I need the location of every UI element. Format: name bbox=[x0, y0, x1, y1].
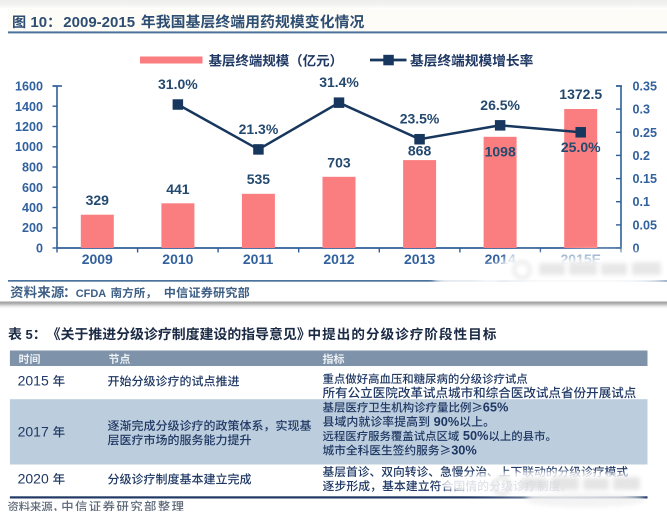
svg-text:2009-2015: 2009-2015 bbox=[63, 14, 135, 31]
svg-text:0.2: 0.2 bbox=[633, 149, 651, 163]
svg-text:329: 329 bbox=[86, 192, 110, 208]
svg-text:2017: 2017 bbox=[18, 424, 49, 440]
svg-text:50%: 50% bbox=[463, 428, 489, 443]
svg-text:200: 200 bbox=[22, 221, 43, 235]
svg-text:1000: 1000 bbox=[15, 140, 43, 154]
svg-text:1600: 1600 bbox=[15, 80, 43, 94]
svg-text:535: 535 bbox=[247, 171, 271, 187]
svg-text:2013: 2013 bbox=[404, 251, 435, 267]
svg-text:0.1: 0.1 bbox=[633, 195, 651, 209]
svg-text:23.5%: 23.5% bbox=[400, 111, 440, 127]
svg-text:600: 600 bbox=[22, 181, 43, 195]
svg-text:0.3: 0.3 bbox=[633, 103, 651, 117]
svg-text:26.5%: 26.5% bbox=[480, 97, 520, 113]
svg-text:2015: 2015 bbox=[18, 373, 49, 389]
svg-text:703: 703 bbox=[327, 154, 351, 170]
svg-text:0: 0 bbox=[36, 242, 43, 256]
svg-text:5: 5 bbox=[26, 327, 33, 342]
svg-text:1098: 1098 bbox=[485, 144, 516, 160]
svg-text:0.05: 0.05 bbox=[633, 218, 658, 232]
svg-text:30%: 30% bbox=[451, 443, 477, 458]
svg-text:31.4%: 31.4% bbox=[319, 74, 359, 90]
svg-text:2010: 2010 bbox=[162, 251, 193, 267]
svg-text:0.25: 0.25 bbox=[633, 126, 658, 140]
svg-text:800: 800 bbox=[22, 161, 43, 175]
svg-text:0.35: 0.35 bbox=[633, 80, 658, 94]
svg-text:1372.5: 1372.5 bbox=[559, 86, 602, 102]
svg-text:2009: 2009 bbox=[82, 251, 113, 267]
svg-text:90%: 90% bbox=[434, 414, 460, 429]
svg-text:0: 0 bbox=[633, 242, 640, 256]
svg-text:CFDA: CFDA bbox=[76, 288, 107, 300]
svg-text:10: 10 bbox=[30, 14, 47, 31]
svg-text:2020: 2020 bbox=[18, 471, 49, 487]
svg-text:25.0%: 25.0% bbox=[561, 139, 601, 155]
svg-text:1400: 1400 bbox=[15, 100, 43, 114]
svg-text:1200: 1200 bbox=[15, 120, 43, 134]
svg-text:21.3%: 21.3% bbox=[239, 121, 279, 137]
svg-text:441: 441 bbox=[166, 181, 190, 197]
svg-text:2012: 2012 bbox=[323, 251, 354, 267]
svg-text:400: 400 bbox=[22, 201, 43, 215]
svg-text:868: 868 bbox=[408, 143, 432, 159]
svg-text:0.15: 0.15 bbox=[633, 172, 658, 186]
svg-text:31.0%: 31.0% bbox=[158, 76, 198, 92]
svg-text:65%: 65% bbox=[483, 400, 509, 415]
svg-text:2011: 2011 bbox=[243, 251, 274, 267]
